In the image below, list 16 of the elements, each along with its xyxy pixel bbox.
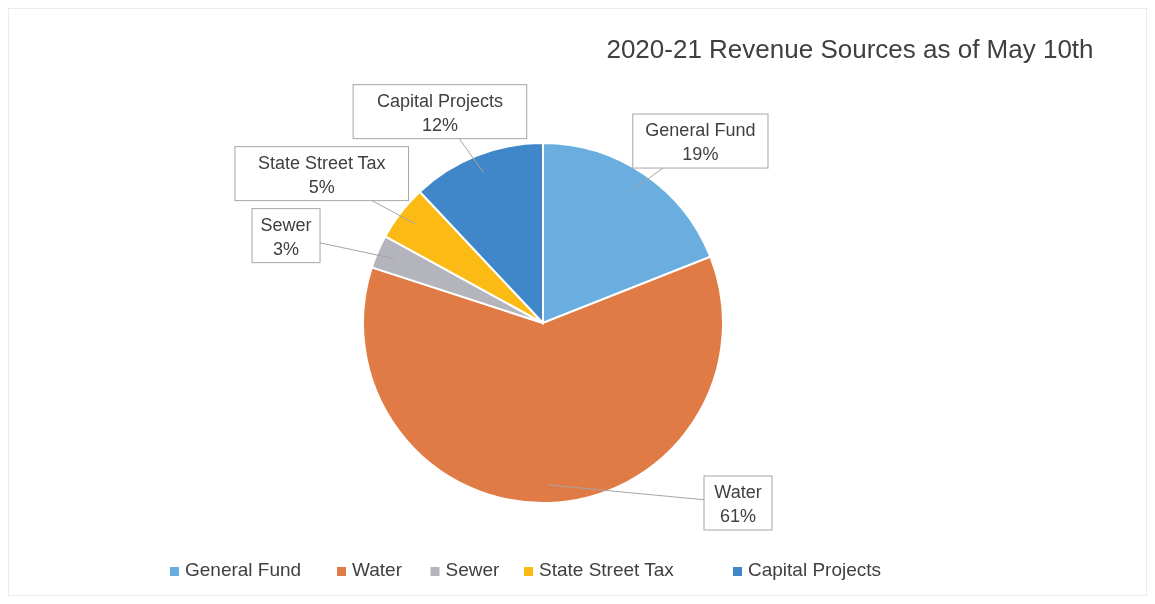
slice-label: Sewer <box>260 214 312 235</box>
data-label: 12% <box>421 114 458 135</box>
data-label: 61% <box>719 506 757 526</box>
data-label: 3% <box>273 238 300 259</box>
legend-label: State Street Tax <box>539 559 675 580</box>
legend-label: Water <box>352 559 403 580</box>
legend-label: General Fund <box>185 559 302 580</box>
slice-label: State Street Tax <box>257 152 386 173</box>
slice-label: Water <box>714 482 762 502</box>
data-label: 19% <box>682 144 719 165</box>
chart-title: 2020-21 Revenue Sources as of May 10th <box>606 34 1094 64</box>
data-label: 5% <box>308 176 335 197</box>
slice-label: General Fund <box>645 120 756 141</box>
slice-label: Capital Projects <box>376 90 503 111</box>
legend-label: Sewer <box>445 559 501 580</box>
legend-label: Capital Projects <box>748 559 882 580</box>
